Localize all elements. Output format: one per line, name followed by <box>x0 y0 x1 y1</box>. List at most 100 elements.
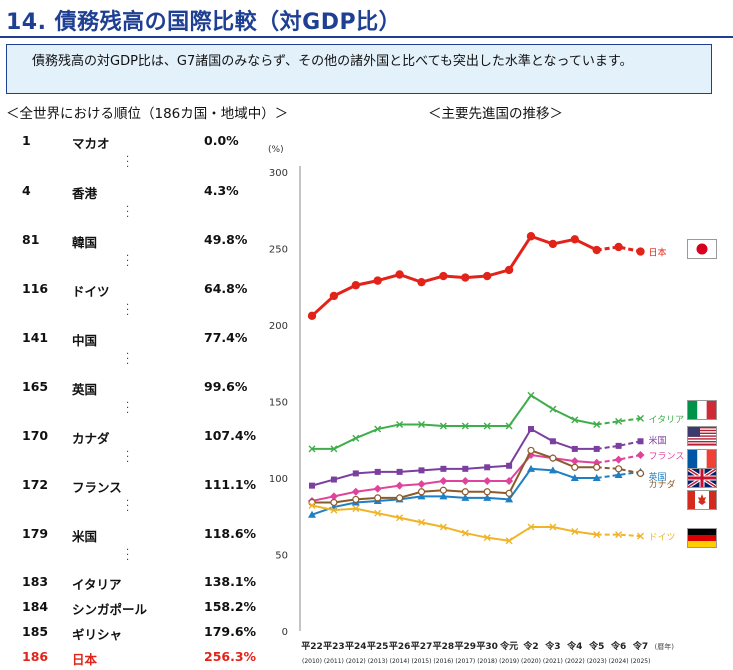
data-point <box>330 506 338 514</box>
data-point <box>484 464 491 471</box>
series-line-6 <box>312 449 597 504</box>
data-point <box>396 494 404 502</box>
ranking-row: 81 韓国 49.8% <box>0 232 260 250</box>
data-point <box>374 425 382 433</box>
data-point <box>396 468 403 475</box>
data-point <box>461 493 470 501</box>
ranking-row: 183 イタリア 138.1% <box>0 574 260 592</box>
data-point <box>636 469 645 478</box>
data-point <box>615 465 623 473</box>
data-point <box>527 523 535 531</box>
data-point <box>615 531 623 539</box>
ranking-country: ギリシャ <box>72 627 123 642</box>
data-point <box>614 455 623 464</box>
data-point <box>593 445 600 452</box>
ranking-rank: 1 <box>22 133 31 148</box>
ranking-row: 179 米国 118.6% <box>0 526 260 544</box>
ranking-rank: 81 <box>22 232 40 247</box>
data-point <box>307 311 317 321</box>
omission-dots: · · · <box>126 496 130 517</box>
data-point <box>330 498 338 507</box>
ranking-value: 158.2% <box>204 599 257 614</box>
data-point <box>417 480 426 489</box>
data-point <box>308 510 316 518</box>
omission-dots: · · · <box>126 545 130 566</box>
data-point <box>614 242 623 252</box>
data-point <box>374 494 382 502</box>
data-point <box>505 489 513 497</box>
series-line-2 <box>312 394 597 450</box>
france-flag-icon <box>687 449 717 469</box>
ranking-country: 英国 <box>72 382 98 397</box>
data-point <box>461 477 470 486</box>
ranking-row: 116 ドイツ 64.8% <box>0 281 260 299</box>
data-point <box>418 518 425 526</box>
ranking-rank: 4 <box>22 183 31 198</box>
data-point <box>461 422 469 430</box>
chart-heading: ＜主要先進国の推移＞ <box>428 106 563 122</box>
x-tick-label: 平25 <box>367 641 389 652</box>
data-point <box>570 457 579 466</box>
data-point <box>549 523 557 531</box>
data-point <box>549 454 557 462</box>
series-projection-7 <box>596 533 641 538</box>
x-tick-sublabel: (2014) <box>390 658 410 665</box>
series-projection-2 <box>596 417 641 426</box>
data-point <box>461 273 470 282</box>
x-tick-sublabel: (2022) <box>565 658 585 665</box>
ranking-country: イタリア <box>72 577 122 592</box>
x-tick-sublabel: (2019) <box>499 658 519 665</box>
series-label: 米国 <box>649 434 667 446</box>
canada-flag-icon <box>687 490 717 510</box>
data-point <box>461 529 469 537</box>
x-tick-label: 令5 <box>588 640 604 652</box>
x-tick-label: 平27 <box>411 641 433 652</box>
ranking-value: 64.8% <box>204 281 248 296</box>
ranking-rank: 170 <box>22 428 49 443</box>
data-point <box>352 470 359 477</box>
y-tick-label: 0 <box>282 627 288 638</box>
data-point <box>504 265 514 275</box>
data-point <box>439 486 447 494</box>
omission-dots: · · · <box>126 251 130 272</box>
data-point <box>615 417 623 425</box>
ranking-value: 99.6% <box>204 379 248 394</box>
data-point <box>505 477 514 486</box>
data-point <box>483 422 491 430</box>
data-point <box>329 492 338 501</box>
data-point <box>352 495 360 504</box>
data-point <box>417 492 426 500</box>
x-tick-sublabel: (2012) <box>346 658 366 665</box>
data-point <box>483 488 491 496</box>
ranking-country: 中国 <box>72 333 98 348</box>
ranking-value: 4.3% <box>204 183 239 198</box>
series-label: 英国 <box>649 471 667 483</box>
data-point <box>483 493 492 501</box>
data-point <box>439 523 447 531</box>
x-tick-label: 令2 <box>522 640 538 652</box>
data-point <box>570 235 579 244</box>
page-title: 14. 債務残高の国際比較（対GDP比） <box>6 10 402 35</box>
omission-dots: · · · <box>126 300 130 321</box>
data-point <box>439 271 448 281</box>
ranking-rank: 141 <box>22 330 49 345</box>
title-underline <box>0 36 733 38</box>
data-point <box>308 502 316 510</box>
series-projection-5 <box>596 470 641 479</box>
ranking-country: 日本 <box>72 652 98 667</box>
ranking-country: 香港 <box>72 186 98 201</box>
data-point <box>548 239 558 249</box>
series-label: イタリア <box>649 414 685 425</box>
x-axis-unit: (暦年) <box>655 642 675 651</box>
data-point <box>637 532 644 540</box>
data-point <box>440 465 447 472</box>
data-point <box>614 470 623 478</box>
ranking-value: 256.3% <box>204 649 257 664</box>
ranking-country: フランス <box>72 480 122 495</box>
ranking-country: マカオ <box>72 136 110 151</box>
data-point <box>483 271 492 281</box>
x-tick-label: 平22 <box>301 641 323 652</box>
x-tick-label: 令3 <box>544 640 560 652</box>
data-point <box>374 509 382 517</box>
data-point <box>373 484 382 493</box>
